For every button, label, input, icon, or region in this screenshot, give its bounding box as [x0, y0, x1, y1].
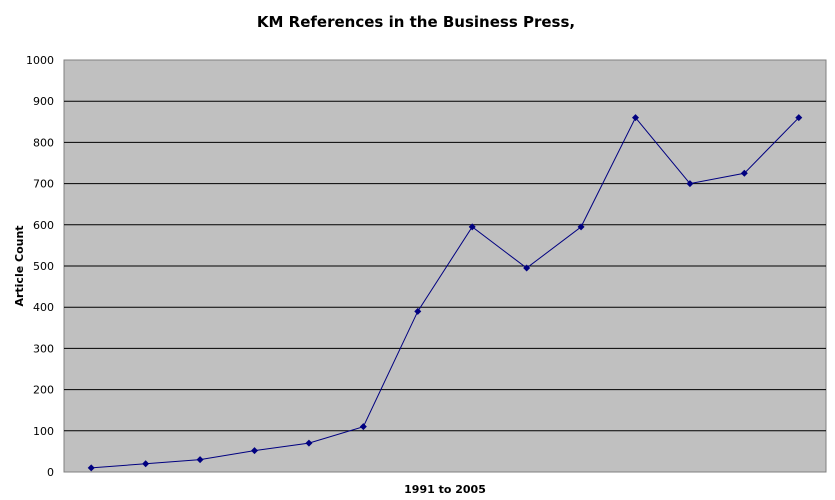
y-tick-label: 0: [47, 466, 54, 479]
data-point-marker: [305, 439, 313, 447]
y-tick-label: 600: [33, 219, 54, 232]
data-point-marker: [142, 460, 150, 468]
data-point-marker: [686, 180, 694, 188]
data-point-marker: [523, 264, 531, 272]
y-tick-label: 700: [33, 178, 54, 191]
data-point-marker: [414, 307, 422, 315]
data-point-marker: [795, 114, 803, 122]
y-tick-label: 500: [33, 260, 54, 273]
y-tick-label: 200: [33, 384, 54, 397]
chart-title: KM References in the Business Press,: [257, 13, 575, 31]
data-point-marker: [740, 169, 748, 177]
x-axis-title: 1991 to 2005: [404, 483, 486, 496]
y-axis-tick-labels: 0 100 200 300 400 500 600 700 800 900 1000: [26, 54, 54, 479]
series-line: [91, 116, 800, 469]
data-point-marker: [632, 114, 639, 122]
y-tick-label: 100: [33, 425, 54, 438]
series-layer: [87, 114, 803, 472]
data-point-marker: [468, 223, 476, 231]
y-tick-label: 400: [33, 301, 54, 314]
y-tick-label: 1000: [26, 54, 54, 67]
data-point-marker: [251, 447, 258, 455]
data-point-marker: [359, 423, 367, 431]
gridlines: [64, 100, 826, 432]
data-point-marker: [577, 223, 585, 231]
data-point-marker: [196, 456, 204, 464]
y-tick-label: 800: [33, 136, 54, 149]
data-point-marker: [87, 464, 95, 472]
y-tick-label: 300: [33, 342, 54, 355]
y-axis-title: Article Count: [13, 225, 26, 306]
y-tick-label: 900: [33, 95, 54, 108]
